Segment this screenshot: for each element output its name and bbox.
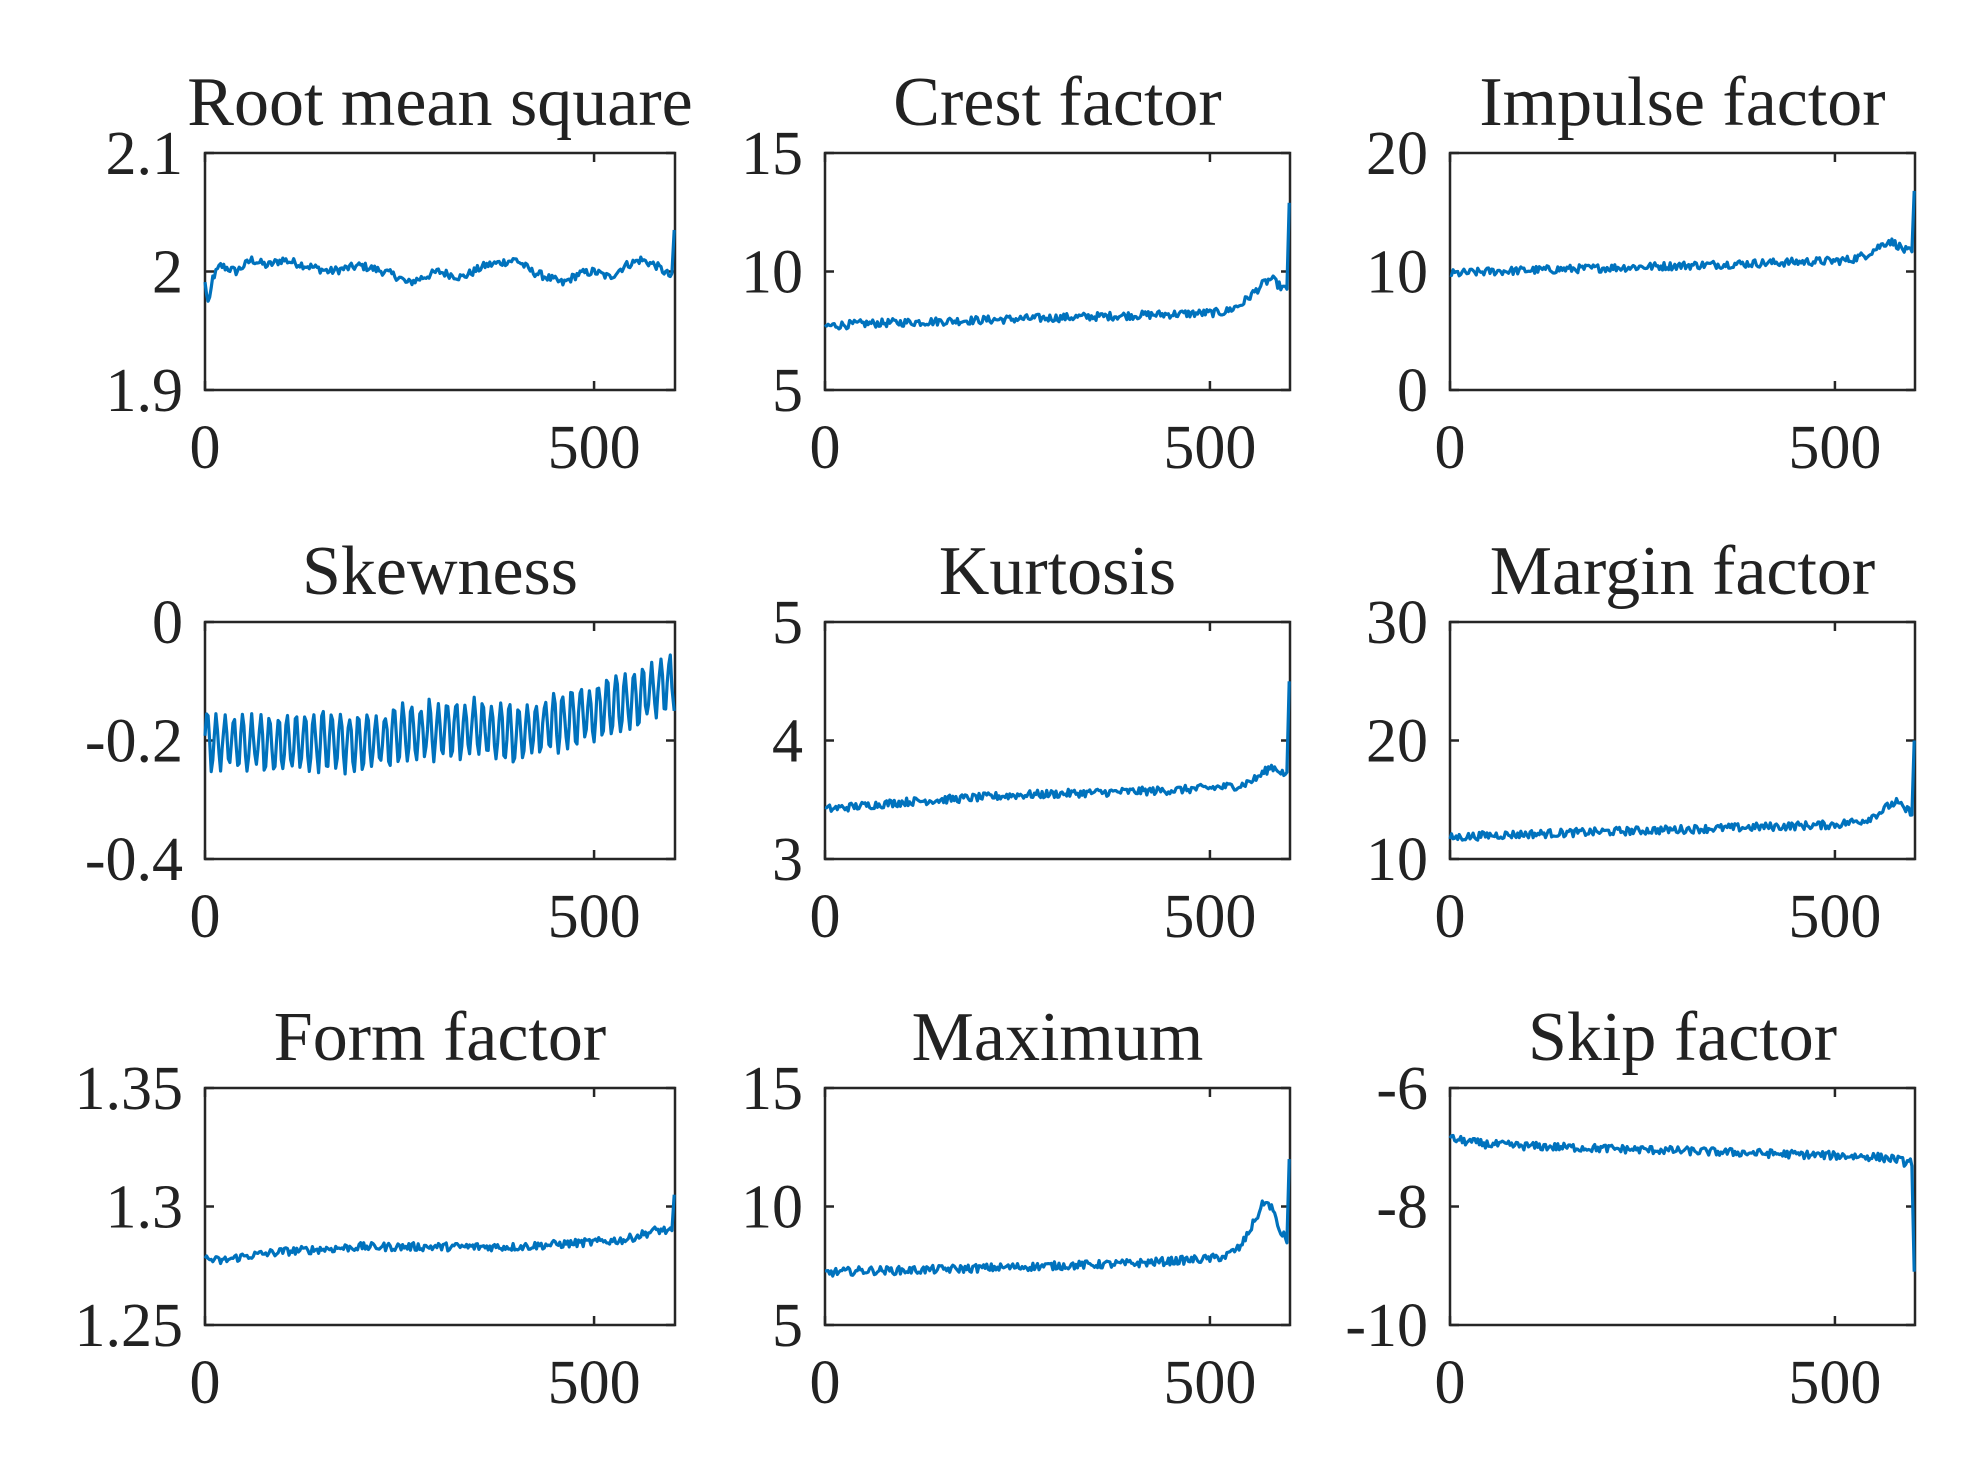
x-tick-label: 0 [810, 1349, 841, 1417]
series-line [1448, 740, 1916, 842]
y-tick-label: 1.9 [106, 357, 184, 425]
subplot-title: Skewness [302, 533, 578, 610]
axes-frame [823, 1086, 1292, 1327]
subplot-title: Root mean square [187, 64, 692, 141]
subplot-3: Impulse factor 20 10 00 500 [1366, 64, 1917, 482]
y-tick-label: 1.3 [106, 1174, 184, 1242]
y-tick-label: -6 [1376, 1055, 1428, 1123]
y-tick-label: -8 [1376, 1174, 1428, 1242]
y-tick-label: 3 [772, 826, 803, 894]
x-tick-label: 0 [810, 883, 841, 951]
y-tick-label: -10 [1345, 1292, 1428, 1360]
x-tick-label: 0 [1435, 414, 1466, 482]
y-tick-label: 0 [1397, 357, 1428, 425]
y-tick-label: 2.1 [106, 120, 184, 188]
axes-frame [823, 620, 1292, 861]
subplot-title: Skip factor [1528, 999, 1837, 1076]
subplot-2: Crest factor 15 10 50 500 [741, 64, 1292, 482]
y-tick-label: 20 [1366, 708, 1428, 776]
x-tick-label: 0 [190, 883, 221, 951]
y-tick-label: 4 [772, 708, 803, 776]
y-tick-label: 5 [772, 1292, 803, 1360]
axes-frame [823, 151, 1292, 392]
subplot-9: Skip factor -6 -8 -100 500 [1345, 999, 1917, 1417]
axes-frame [1448, 620, 1917, 861]
x-tick-label: 500 [548, 414, 641, 482]
x-tick-label: 0 [1435, 883, 1466, 951]
series-line [824, 1159, 1291, 1278]
subplot-7: Form factor 1.35 1.3 1.250 500 [75, 999, 677, 1417]
series-line [203, 229, 676, 303]
y-tick-label: 30 [1366, 589, 1428, 657]
y-tick-label: 10 [741, 239, 803, 307]
x-tick-label: 0 [1435, 1349, 1466, 1417]
subplot-title: Margin factor [1490, 533, 1876, 610]
y-tick-label: 0 [152, 589, 183, 657]
x-tick-label: 0 [810, 414, 841, 482]
subplot-title: Maximum [912, 999, 1204, 1076]
subplot-title: Kurtosis [939, 533, 1176, 610]
x-tick-label: 500 [548, 883, 641, 951]
x-tick-label: 500 [1163, 414, 1256, 482]
y-tick-label: 10 [741, 1174, 803, 1242]
series-line [1448, 1133, 1916, 1272]
subplot-6: Margin factor 30 20 100 500 [1366, 533, 1917, 951]
series-line [203, 653, 676, 776]
y-tick-label: 2 [152, 239, 183, 307]
series-line [203, 1194, 676, 1266]
x-tick-label: 0 [190, 1349, 221, 1417]
y-tick-label: -0.4 [85, 826, 183, 894]
x-tick-label: 500 [1788, 1349, 1881, 1417]
y-tick-label: 5 [772, 589, 803, 657]
axes-frame [1448, 1086, 1917, 1327]
series-line [823, 202, 1291, 331]
y-tick-label: 1.25 [75, 1292, 184, 1360]
y-tick-label: 15 [741, 1055, 803, 1123]
x-tick-label: 500 [1163, 1349, 1256, 1417]
subplot-5: Kurtosis 5 4 30 500 [772, 533, 1292, 951]
x-tick-label: 500 [1788, 883, 1881, 951]
y-tick-label: -0.2 [85, 708, 183, 776]
subplot-title: Crest factor [893, 64, 1221, 141]
subplot-8: Maximum 15 10 50 500 [741, 999, 1292, 1417]
series-line [1449, 190, 1916, 278]
subplot-title: Impulse factor [1479, 64, 1885, 141]
y-tick-label: 20 [1366, 120, 1428, 188]
series-line [824, 681, 1291, 813]
x-tick-label: 500 [1788, 414, 1881, 482]
y-tick-label: 1.35 [75, 1055, 184, 1123]
x-tick-label: 500 [548, 1349, 641, 1417]
subplot-title: Form factor [274, 999, 606, 1076]
y-tick-label: 10 [1366, 239, 1428, 307]
x-tick-label: 0 [190, 414, 221, 482]
y-tick-label: 15 [741, 120, 803, 188]
y-tick-label: 5 [772, 357, 803, 425]
axes-frame [203, 1086, 677, 1327]
x-tick-label: 500 [1163, 883, 1256, 951]
y-tick-label: 10 [1366, 826, 1428, 894]
